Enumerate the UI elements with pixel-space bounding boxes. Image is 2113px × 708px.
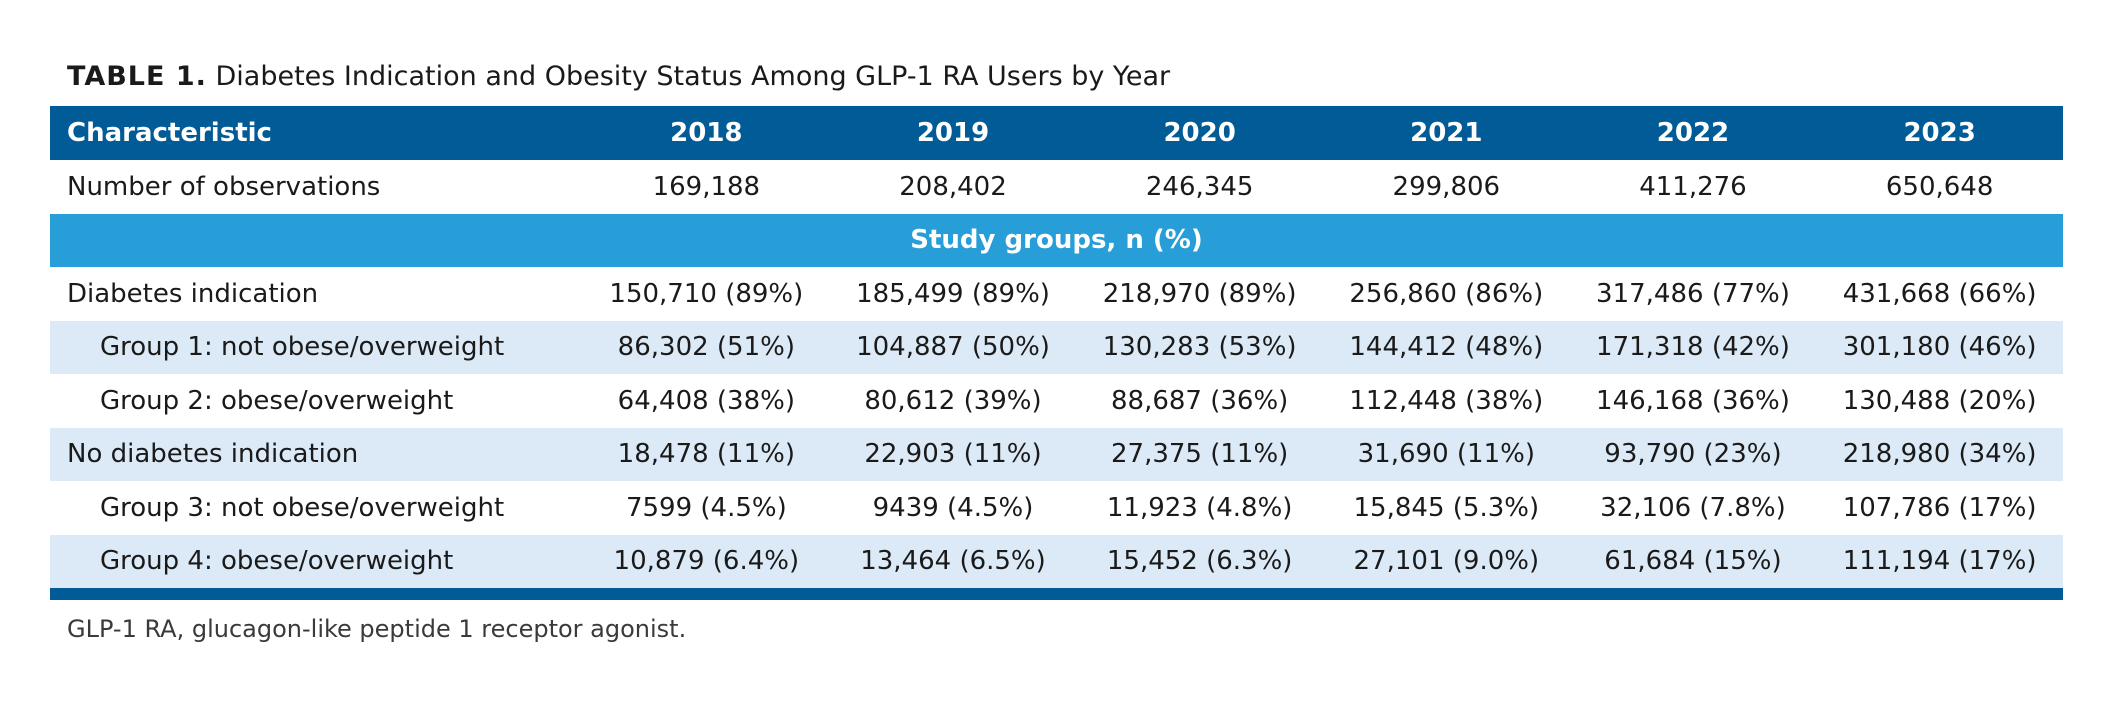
section-header-row: Study groups, n (%) — [50, 213, 2063, 267]
table-cell: 111,194 (17%) — [1816, 534, 2063, 600]
table-cell: 93,790 (23%) — [1569, 427, 1817, 481]
table-cell: 15,845 (5.3%) — [1322, 481, 1570, 535]
row-label: Group 4: obese/overweight — [50, 534, 584, 600]
table-row: Group 3: not obese/overweight 7599 (4.5%… — [50, 481, 2063, 535]
table-cell: 9439 (4.5%) — [829, 481, 1077, 535]
table-caption: TABLE 1. Diabetes Indication and Obesity… — [67, 60, 1170, 94]
row-label: No diabetes indication — [50, 427, 584, 481]
column-header-characteristic: Characteristic — [50, 106, 584, 160]
table-cell: 317,486 (77%) — [1569, 267, 1817, 321]
table-label: TABLE 1. — [67, 61, 207, 92]
table-cell: 299,806 — [1322, 160, 1570, 214]
table-cell: 218,970 (89%) — [1076, 267, 1323, 321]
table-cell: 301,180 (46%) — [1816, 320, 2063, 374]
table-cell: 31,690 (11%) — [1322, 427, 1570, 481]
observations-row: Number of observations 169,188 208,402 2… — [50, 160, 2063, 214]
table-cell: 650,648 — [1816, 160, 2063, 214]
table-cell: 107,786 (17%) — [1816, 481, 2063, 535]
row-label: Number of observations — [50, 160, 584, 214]
table-row: Diabetes indication 150,710 (89%) 185,49… — [50, 267, 2063, 321]
table-cell: 411,276 — [1569, 160, 1817, 214]
table-footnote: GLP-1 RA, glucagon-like peptide 1 recept… — [67, 615, 687, 643]
table-cell: 11,923 (4.8%) — [1076, 481, 1323, 535]
table-row: Group 1: not obese/overweight 86,302 (51… — [50, 320, 2063, 374]
table-cell: 10,879 (6.4%) — [583, 534, 830, 600]
column-header-year: 2018 — [583, 106, 830, 160]
column-header-year: 2022 — [1569, 106, 1817, 160]
table-cell: 144,412 (48%) — [1322, 320, 1570, 374]
column-header-year: 2021 — [1322, 106, 1570, 160]
data-table: Characteristic 2018 2019 2020 2021 2022 … — [50, 106, 2063, 600]
table-cell: 146,168 (36%) — [1569, 374, 1817, 428]
row-label: Diabetes indication — [50, 267, 584, 321]
table-cell: 130,488 (20%) — [1816, 374, 2063, 428]
table-cell: 171,318 (42%) — [1569, 320, 1817, 374]
table-cell: 86,302 (51%) — [583, 320, 830, 374]
column-header-year: 2023 — [1816, 106, 2063, 160]
table-cell: 112,448 (38%) — [1322, 374, 1570, 428]
table-cell: 64,408 (38%) — [583, 374, 830, 428]
table-cell: 22,903 (11%) — [829, 427, 1077, 481]
table-cell: 7599 (4.5%) — [583, 481, 830, 535]
table-cell: 256,860 (86%) — [1322, 267, 1570, 321]
table-cell: 169,188 — [583, 160, 830, 214]
table-cell: 80,612 (39%) — [829, 374, 1077, 428]
table-row: Group 4: obese/overweight 10,879 (6.4%) … — [50, 534, 2063, 600]
table-cell: 15,452 (6.3%) — [1076, 534, 1323, 600]
table-cell: 431,668 (66%) — [1816, 267, 2063, 321]
table-cell: 208,402 — [829, 160, 1077, 214]
table-cell: 218,980 (34%) — [1816, 427, 2063, 481]
row-label: Group 1: not obese/overweight — [50, 320, 584, 374]
table-title: Diabetes Indication and Obesity Status A… — [215, 61, 1171, 92]
table-cell: 32,106 (7.8%) — [1569, 481, 1817, 535]
header-row: Characteristic 2018 2019 2020 2021 2022 … — [50, 106, 2063, 160]
table-cell: 130,283 (53%) — [1076, 320, 1323, 374]
table-cell: 61,684 (15%) — [1569, 534, 1817, 600]
table-cell: 246,345 — [1076, 160, 1323, 214]
column-header-year: 2020 — [1076, 106, 1323, 160]
table-cell: 88,687 (36%) — [1076, 374, 1323, 428]
table-cell: 18,478 (11%) — [583, 427, 830, 481]
row-label: Group 2: obese/overweight — [50, 374, 584, 428]
table-cell: 27,101 (9.0%) — [1322, 534, 1570, 600]
table-cell: 185,499 (89%) — [829, 267, 1077, 321]
table-cell: 27,375 (11%) — [1076, 427, 1323, 481]
column-header-year: 2019 — [829, 106, 1077, 160]
row-label: Group 3: not obese/overweight — [50, 481, 584, 535]
table-cell: 13,464 (6.5%) — [829, 534, 1077, 600]
table-cell: 150,710 (89%) — [583, 267, 830, 321]
section-header-label: Study groups, n (%) — [50, 213, 2063, 267]
table-row: Group 2: obese/overweight 64,408 (38%) 8… — [50, 374, 2063, 428]
table-cell: 104,887 (50%) — [829, 320, 1077, 374]
table-row: No diabetes indication 18,478 (11%) 22,9… — [50, 427, 2063, 481]
